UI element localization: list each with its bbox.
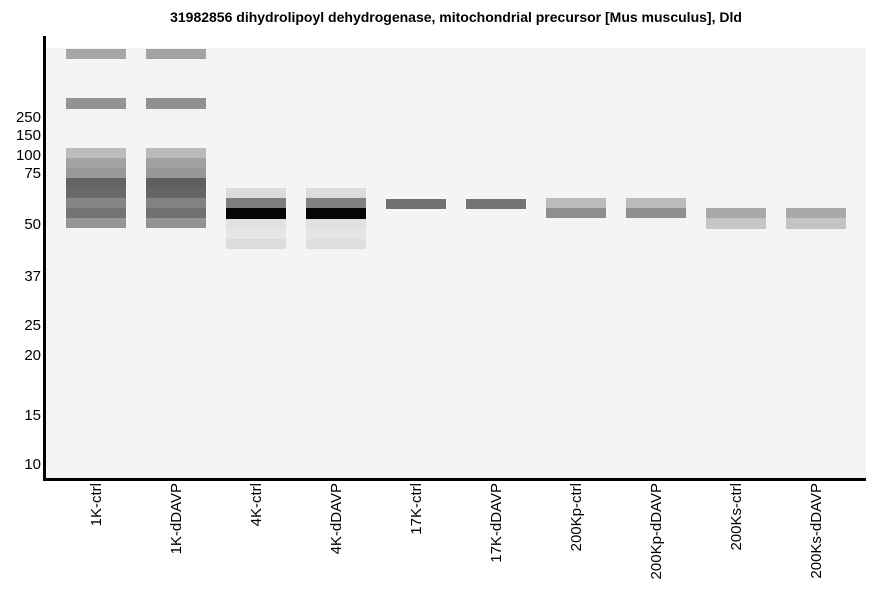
gel-band bbox=[546, 198, 606, 208]
y-axis-tick-label: 25 bbox=[24, 317, 41, 334]
gel-band bbox=[146, 178, 206, 188]
gel-band bbox=[466, 199, 526, 209]
figure-title: 31982856 dihydrolipoyl dehydrogenase, mi… bbox=[170, 9, 742, 25]
y-axis-tick-label: 15 bbox=[24, 407, 41, 424]
gel-band bbox=[146, 49, 206, 59]
gel-band bbox=[786, 218, 846, 229]
gel-band bbox=[66, 158, 126, 168]
lane-label: 200Kp-ctrl bbox=[568, 483, 585, 552]
gel-band bbox=[306, 208, 366, 219]
gel-band bbox=[226, 219, 286, 229]
gel-band bbox=[306, 239, 366, 249]
x-axis-line bbox=[43, 478, 866, 481]
y-axis-tick-label: 37 bbox=[24, 268, 41, 285]
gel-band bbox=[706, 218, 766, 229]
gel-band bbox=[66, 98, 126, 109]
gel-band bbox=[146, 168, 206, 178]
gel-band bbox=[66, 218, 126, 228]
gel-band bbox=[66, 178, 126, 188]
gel-band bbox=[226, 208, 286, 219]
gel-band bbox=[146, 208, 206, 218]
gel-band bbox=[706, 208, 766, 218]
gel-band bbox=[66, 49, 126, 59]
lane-label: 17K-ctrl bbox=[408, 483, 425, 535]
gel-band bbox=[66, 168, 126, 178]
gel-band bbox=[786, 208, 846, 218]
gel-band bbox=[146, 98, 206, 109]
y-axis-tick-label: 150 bbox=[15, 127, 41, 144]
gel-band bbox=[226, 239, 286, 249]
gel-band bbox=[66, 208, 126, 218]
gel-band bbox=[626, 198, 686, 208]
y-axis-tick-label: 10 bbox=[24, 456, 41, 473]
lane-label: 200Kp-dDAVP bbox=[648, 483, 665, 580]
lane-label: 200Ks-ctrl bbox=[728, 483, 745, 551]
lane-label: 17K-dDAVP bbox=[488, 483, 505, 563]
gel-band bbox=[226, 188, 286, 198]
y-axis-tick-label: 50 bbox=[24, 216, 41, 233]
y-axis-tick-label: 20 bbox=[24, 347, 41, 364]
lane-label: 4K-ctrl bbox=[248, 483, 265, 527]
gel-band bbox=[146, 148, 206, 158]
y-axis-tick-label: 250 bbox=[15, 109, 41, 126]
gel-band bbox=[546, 208, 606, 218]
gel-band bbox=[146, 188, 206, 198]
gel-band bbox=[146, 158, 206, 168]
lane-label: 4K-dDAVP bbox=[328, 483, 345, 555]
gel-band bbox=[626, 208, 686, 218]
y-axis-tick-label: 75 bbox=[24, 165, 41, 182]
y-axis-line bbox=[43, 36, 46, 481]
gel-band bbox=[306, 198, 366, 208]
plot-background bbox=[46, 48, 866, 478]
lane-label: 200Ks-dDAVP bbox=[808, 483, 825, 579]
gel-band bbox=[306, 188, 366, 198]
gel-band bbox=[226, 198, 286, 208]
gel-band bbox=[146, 198, 206, 208]
gel-band bbox=[306, 229, 366, 239]
gel-band bbox=[306, 219, 366, 229]
gel-band bbox=[386, 199, 446, 209]
lane-label: 1K-dDAVP bbox=[168, 483, 185, 555]
lane-label: 1K-ctrl bbox=[88, 483, 105, 527]
gel-band bbox=[66, 188, 126, 198]
gel-band bbox=[66, 148, 126, 158]
gel-band bbox=[66, 198, 126, 208]
gel-band bbox=[226, 229, 286, 239]
y-axis-tick-label: 100 bbox=[15, 147, 41, 164]
gel-band bbox=[146, 218, 206, 228]
